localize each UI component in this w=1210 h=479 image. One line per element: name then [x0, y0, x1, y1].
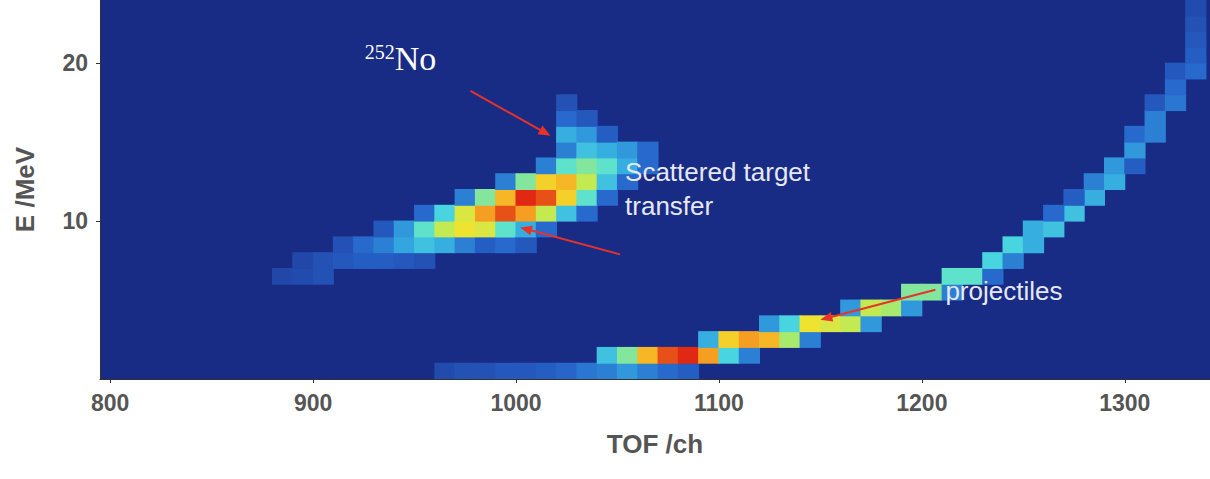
svg-text:No: No: [395, 40, 437, 77]
svg-text:900: 900: [294, 390, 332, 416]
svg-text:transfer: transfer: [625, 191, 713, 221]
svg-text:projectiles: projectiles: [945, 276, 1062, 306]
svg-text:800: 800: [91, 390, 129, 416]
svg-text:TOF /ch: TOF /ch: [607, 429, 703, 459]
svg-text:252: 252: [365, 41, 395, 63]
svg-text:1300: 1300: [1099, 390, 1150, 416]
svg-text:1000: 1000: [490, 390, 541, 416]
svg-text:Scattered target: Scattered target: [625, 157, 817, 187]
svg-text:E /MeV: E /MeV: [10, 146, 40, 232]
svg-text:1200: 1200: [896, 390, 947, 416]
svg-text:1100: 1100: [694, 390, 744, 416]
svg-text:10: 10: [62, 208, 88, 234]
svg-text:20: 20: [62, 50, 88, 76]
